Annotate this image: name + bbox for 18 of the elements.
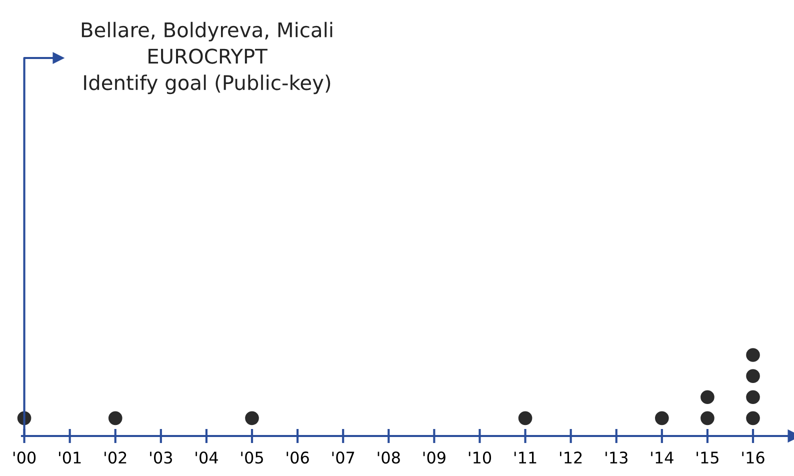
x-tick-label: '12 (560, 452, 582, 464)
x-tick-label: '06 (286, 452, 309, 464)
x-tick-label: '08 (378, 452, 400, 464)
x-tick-label: '02 (104, 452, 126, 464)
x-tick-label: '09 (423, 452, 446, 464)
x-tick-label: '05 (241, 452, 263, 464)
x-tick-label: '11 (514, 452, 536, 464)
x-tick-label: '15 (696, 452, 718, 464)
x-tick-label: '14 (651, 452, 674, 464)
x-tick-label: '13 (606, 452, 628, 464)
x-tick-label: '07 (332, 452, 354, 464)
text: Bellare, Boldyreva, Micali EUROCRYPT Identify goal (Public-key) (82, 22, 332, 94)
x-tick-label: '00 (13, 452, 36, 464)
x-tick-label: '01 (59, 452, 81, 464)
x-tick-label: '16 (742, 452, 764, 464)
x-tick-label: '04 (196, 452, 218, 464)
x-tick-label: '10 (468, 452, 492, 464)
x-tick-label: '03 (150, 452, 172, 464)
